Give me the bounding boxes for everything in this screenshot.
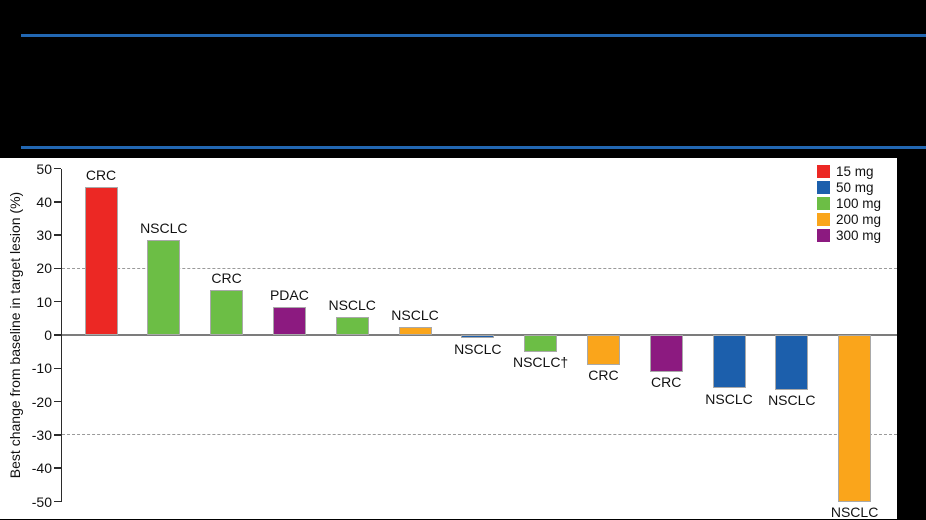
- y-tick-label: -40: [31, 460, 52, 477]
- y-tick-label: -30: [31, 426, 52, 443]
- legend-dose-label: 300 mg: [836, 227, 882, 243]
- bar-tumor-label: CRC: [85, 166, 117, 183]
- reference-line: [62, 267, 897, 269]
- legend-dose-label: 50 mg: [836, 179, 874, 195]
- legend-row: 50 mg: [817, 179, 881, 195]
- bar-tumor-label: NSCLC: [830, 504, 879, 520]
- y-tick-label: 30: [36, 227, 52, 244]
- y-tick-mark: [53, 434, 61, 436]
- legend-color-swatch: [817, 228, 830, 242]
- waterfall-bar: [147, 240, 181, 335]
- waterfall-bar: [524, 335, 558, 352]
- y-tick-mark: [53, 167, 61, 170]
- y-tick-mark: [53, 500, 61, 503]
- y-tick-label: -20: [31, 393, 52, 410]
- header-bottom-rule: [21, 146, 926, 149]
- plot-area: 50 40 30 20 10 0 -10 -20 -30 -40 -50 CRC NSCLC CRC PDA…: [0, 158, 897, 520]
- bar-tumor-label: CRC: [211, 270, 242, 287]
- legend-dose-label: 200 mg: [836, 211, 882, 227]
- legend-color-swatch: [817, 164, 830, 178]
- waterfall-bar: [398, 326, 432, 335]
- waterfall-bar: [461, 335, 495, 339]
- legend-row: 300 mg: [817, 227, 881, 243]
- y-tick-mark: [53, 367, 61, 370]
- waterfall-bar: [210, 290, 244, 335]
- dose-legend: 15 mg 50 mg 100 mg 200 mg 300 mg: [817, 163, 881, 243]
- waterfall-bar: [838, 335, 872, 502]
- bar-tumor-label: CRC: [651, 374, 682, 391]
- bar-tumor-label: NSCLC†: [512, 354, 569, 371]
- legend-row: 15 mg: [817, 163, 881, 179]
- y-tick-label: 40: [36, 193, 52, 210]
- waterfall-bar: [649, 335, 683, 372]
- legend-row: 100 mg: [817, 195, 881, 211]
- header-top-rule: [21, 34, 926, 37]
- y-tick-mark: [53, 234, 61, 236]
- y-tick-label: -10: [31, 360, 52, 377]
- bar-tumor-label: CRC: [588, 367, 619, 384]
- y-tick-label: -50: [31, 493, 52, 510]
- legend-color-swatch: [817, 212, 830, 226]
- legend-row: 200 mg: [817, 211, 881, 227]
- bar-tumor-label: NSCLC: [140, 220, 188, 237]
- y-tick-label: 10: [36, 293, 52, 310]
- chart-panel: Best change from baseline in target lesi…: [0, 158, 897, 520]
- waterfall-bar: [84, 186, 118, 335]
- y-tick-label: 50: [36, 160, 52, 177]
- legend-color-swatch: [817, 180, 830, 194]
- y-tick-label: 20: [36, 260, 52, 277]
- bar-tumor-label: NSCLC: [768, 392, 816, 409]
- reference-line: [62, 434, 897, 436]
- legend-dose-label: 15 mg: [836, 163, 874, 179]
- y-tick-mark: [53, 201, 61, 203]
- bar-tumor-label: NSCLC: [705, 390, 753, 407]
- waterfall-bar: [586, 335, 620, 365]
- legend-dose-label: 100 mg: [836, 195, 882, 211]
- bar-tumor-label: NSCLC: [454, 340, 502, 357]
- bar-tumor-label: PDAC: [269, 286, 309, 303]
- legend-color-swatch: [817, 196, 830, 210]
- waterfall-bar: [272, 306, 306, 335]
- y-tick-mark: [53, 467, 61, 469]
- waterfall-bar: [775, 335, 809, 390]
- y-tick-mark: [53, 300, 61, 303]
- y-tick-mark: [53, 400, 61, 403]
- waterfall-bar: [712, 335, 746, 389]
- waterfall-bar: [335, 316, 369, 335]
- y-tick-label: 0: [44, 327, 52, 343]
- y-tick-mark: [53, 267, 61, 270]
- y-axis-line: [60, 168, 62, 502]
- bar-tumor-label: NSCLC: [391, 306, 439, 323]
- bar-tumor-label: NSCLC: [328, 296, 376, 313]
- y-tick-mark: [53, 334, 61, 336]
